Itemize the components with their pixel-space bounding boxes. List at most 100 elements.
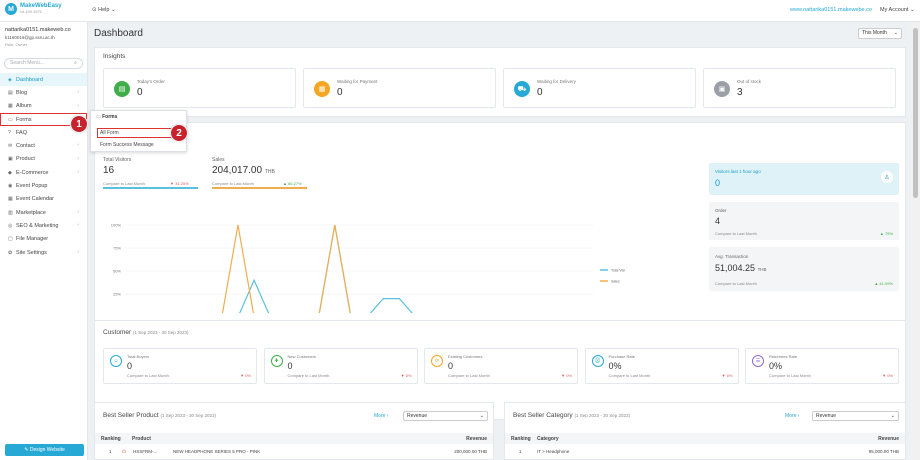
marketplace-icon: ▥ [8, 209, 13, 216]
logo-name: MakeWebEasy [20, 3, 62, 9]
insight-card[interactable]: ▦ Waiting for Payment 0 [303, 68, 496, 108]
sidebar-item-event-popup[interactable]: ◉ Event Popup [0, 179, 87, 192]
chevron-right-icon: › [796, 413, 800, 419]
row-rank: 1 [109, 449, 112, 454]
customer-stat-label: Total Buyers [127, 354, 150, 359]
best-category-select[interactable]: Revenue ⌄ [812, 411, 899, 421]
sidebar-item-label: Dashboard [16, 76, 43, 83]
logo-mark-icon: M [5, 3, 17, 15]
sidebar-item-event-calendar[interactable]: ▦ Event Calendar [0, 193, 87, 206]
chevron-right-icon: › [77, 169, 79, 176]
customer-stat-card: ✚ New Customers 0 Compare to Last Month ▼ 0% [263, 348, 418, 384]
sidebar-item-faq[interactable]: ? FAQ [0, 126, 87, 139]
best-seller-product-card: Best Seller Product (1 Sep 2023 - 30 Sep… [94, 402, 494, 460]
customer-stat-compare: Compare to Last Month [287, 373, 330, 378]
ecommerce-icon: ◆ [8, 169, 12, 176]
table-row[interactable]: 1 IT > Headphone 95,000.00 THB [505, 446, 905, 457]
chevron-right-icon: › [77, 155, 79, 162]
customer-stat-change: ▼ 0% [882, 373, 893, 378]
sales-underline [212, 187, 307, 189]
sidebar-item-blog[interactable]: ▤ Blog › [0, 86, 87, 99]
sidebar-item-e-commerce[interactable]: ◆ E-Commerce › [0, 166, 87, 179]
customer-stat-value: 0% [608, 361, 622, 371]
sidebar-item-label: Blog [16, 89, 28, 96]
sidebar-item-label: Marketplace [16, 209, 46, 216]
submenu-all-form[interactable]: All Form [97, 128, 183, 138]
insight-label: Today's Order [137, 79, 165, 84]
insights-card: Insights ▤ Today's Order 0 ▦ Waiting for Pay… [94, 47, 906, 117]
sidebar-item-dashboard[interactable]: ◈ Dashboard [0, 73, 87, 87]
logo[interactable]: M MakeWebEasy v4.194.1571 [5, 3, 62, 15]
sidebar-item-label: File Manager [16, 236, 49, 243]
order-compare: Compare to Last Month [715, 231, 757, 236]
sales-compare: Compare to Last Month [212, 181, 254, 186]
best-category-title: Best Seller Category [513, 412, 573, 419]
sidebar-item-label: E-Commerce [16, 169, 49, 176]
help-menu[interactable]: ⊙ Help ⌄ [92, 7, 116, 13]
avg-value-wrap: 51,004.25 THB [715, 263, 767, 273]
customer-stat-card: ⟳ Existing Customers 0 Compare to Last Mont… [424, 348, 578, 384]
best-category-more-link[interactable]: More › [785, 413, 799, 419]
row-category-name: IT > Headphone [537, 449, 570, 454]
sidebar-item-label: FAQ [16, 129, 28, 136]
page-scrollbar[interactable] [911, 22, 920, 460]
best-product-range: (1 Sep 2023 - 30 Sep 2023) [160, 413, 216, 418]
col-ranking: Ranking [511, 436, 531, 442]
table-row[interactable]: 1 ☊ HSSFRM-... NEW HEADPHONE SERIES 5 PR… [95, 446, 493, 457]
page-scrollbar-thumb[interactable] [913, 28, 918, 198]
design-website-button[interactable]: ✎ Design Website [5, 444, 84, 456]
chart-y-tick-label: 50% [113, 269, 121, 274]
insight-card[interactable]: ⛟ Waiting for Delivery 0 [503, 68, 696, 108]
step-2-badge: 2 [170, 124, 188, 142]
best-product-more-link[interactable]: More › [374, 413, 388, 419]
user-name: nattarika0151.makeweb.co [5, 27, 71, 33]
sidebar-item-file-manager[interactable]: ▢ File Manager [0, 233, 87, 246]
sidebar-item-seo-marketing[interactable]: ◎ SEO & Marketing › [0, 219, 87, 232]
customer-stat-compare: Compare to Last Month [608, 373, 651, 378]
period-select[interactable]: This Month ⌄ [858, 28, 902, 39]
forms-submenu-title: Forms [102, 114, 118, 120]
sidebar-item-product[interactable]: ▣ Product › [0, 153, 87, 166]
sidebar-item-album[interactable]: ▦ Album › [0, 100, 87, 113]
sidebar-item-contact[interactable]: ✉ Contact › [0, 139, 87, 152]
visitors-hour-value: 0 [715, 178, 721, 188]
insight-card[interactable]: ▤ Today's Order 0 [103, 68, 296, 108]
avg-transaction-box: Avg. Transaction 51,004.25 THB Compare t… [709, 247, 899, 291]
best-category-title-wrap: Best Seller Category (1 Sep 2023 - 30 Se… [513, 412, 630, 419]
site-link[interactable]: www.nattarika0151.makewebe.co [790, 7, 872, 13]
sidebar-item-marketplace[interactable]: ▥ Marketplace › [0, 206, 87, 219]
customer-stat-card: ☰ Returnees Rate 0% Compare to Last Month ▼ … [745, 348, 899, 384]
file-manager-icon: ▢ [8, 236, 13, 243]
chart-y-tick-label: 25% [113, 292, 121, 297]
sidebar-item-label: Event Popup [16, 183, 48, 190]
best-seller-category-card: Best Seller Category (1 Sep 2023 - 30 Se… [504, 402, 906, 460]
chart-y-tick-label: 75% [113, 246, 121, 251]
customer-stat-label: Existing Customers [448, 354, 483, 359]
product-icon: ▣ [8, 156, 13, 163]
total-visitors-value: 16 [103, 165, 115, 176]
seo-icon: ◎ [8, 222, 13, 229]
user-role: Role: Owner [5, 42, 28, 47]
traffic-card: Total Visitors 16 Compare to Last Month … [94, 122, 906, 334]
submenu-form-success-message[interactable]: Form Success Message [100, 142, 154, 148]
visitors-hour-label: Visitors last 1 hour ago [715, 169, 761, 174]
customer-title-wrap: Customer (1 Sep 2023 - 30 Sep 2023) [103, 329, 189, 336]
insight-card[interactable]: ▣ Out of stock 3 [703, 68, 896, 108]
col-revenue: Revenue [466, 436, 487, 442]
avg-unit: THB [757, 267, 767, 272]
menu-search-input[interactable]: Search Menu... ⌕ [4, 58, 83, 69]
sidebar-item-site-settings[interactable]: ✿ Site Settings › [0, 246, 87, 259]
account-menu[interactable]: My Account ⌄ [880, 7, 915, 13]
help-label: Help [98, 7, 110, 13]
customer-stat-compare: Compare to Last Month [448, 373, 490, 378]
col-ranking: Ranking [101, 436, 121, 442]
col-product: Product [132, 436, 151, 442]
customer-stat-value: 0 [127, 361, 133, 371]
existing-customer-icon: ⟳ [431, 355, 443, 367]
order-box: Order 4 Compare to Last Month ▲ 75% [709, 202, 899, 240]
row-revenue: 95,000.00 THB [868, 449, 899, 454]
row-revenue: 200,000.00 THB [454, 449, 487, 454]
total-visitors-compare: Compare to Last Month [103, 181, 145, 186]
best-product-select[interactable]: Revenue ⌄ [403, 411, 488, 421]
